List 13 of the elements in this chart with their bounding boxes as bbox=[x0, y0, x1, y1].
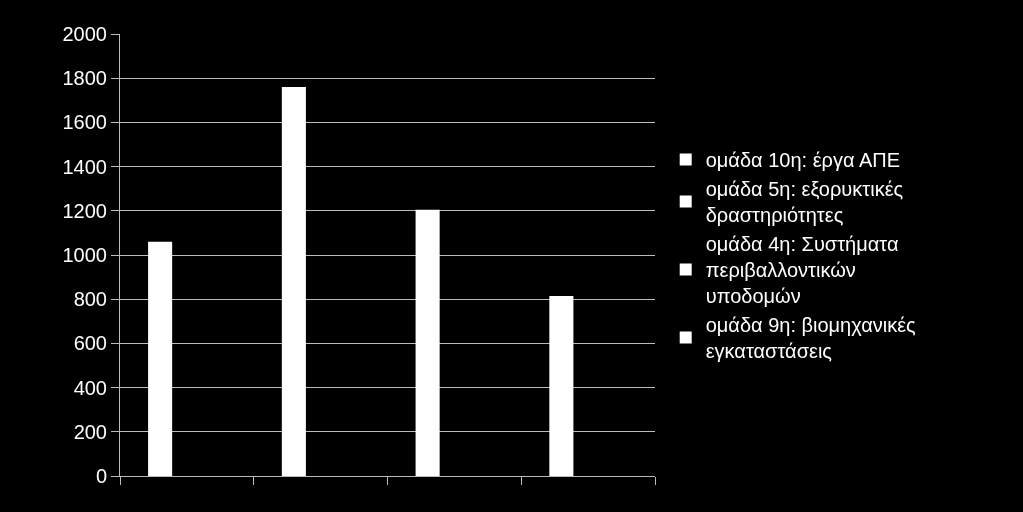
y-tick-label: 1400 bbox=[62, 155, 107, 178]
y-tick-label: 1600 bbox=[62, 111, 107, 134]
y-tick-label: 0 bbox=[95, 465, 107, 487]
y-tick-label: 600 bbox=[73, 332, 107, 355]
y-tick-label: 400 bbox=[73, 376, 107, 399]
y-tick-label: 800 bbox=[73, 288, 107, 311]
y-tick-label: 2000 bbox=[62, 23, 107, 45]
y-tick-label: 1200 bbox=[62, 199, 107, 222]
legend-label: ομάδα 10η: έργα ΑΠΕ bbox=[705, 149, 901, 172]
legend-label: ομάδα 9η: βιομηχανικές εγκαταστάσεις bbox=[705, 314, 917, 363]
y-tick-label: 200 bbox=[73, 420, 107, 443]
y-tick-label: 1000 bbox=[62, 244, 107, 266]
y-tick-label: 1800 bbox=[62, 67, 107, 90]
